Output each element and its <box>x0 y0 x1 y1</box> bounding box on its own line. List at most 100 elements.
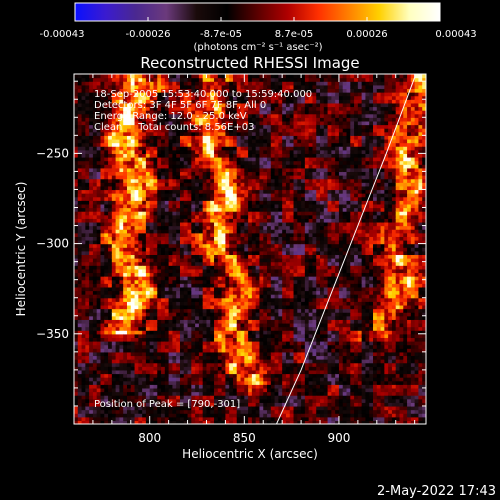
heatmap-cell <box>187 265 192 270</box>
heatmap-cell <box>142 308 147 313</box>
heatmap-cell <box>100 200 105 205</box>
heatmap-cell <box>126 308 132 313</box>
heatmap-cell <box>161 95 166 100</box>
heatmap-cell <box>85 110 90 115</box>
heatmap-cell <box>248 261 253 266</box>
heatmap-cell <box>81 308 86 313</box>
heatmap-cell <box>145 322 151 328</box>
heatmap-cell <box>77 211 83 216</box>
heatmap-cell <box>255 416 261 421</box>
heatmap-cell <box>187 178 192 183</box>
heatmap-cell <box>153 102 158 108</box>
heatmap-cell <box>172 330 177 335</box>
heatmap-cell <box>119 312 124 317</box>
heatmap-cell <box>191 232 196 237</box>
heatmap-cell <box>259 167 264 173</box>
heatmap-cell <box>202 301 208 306</box>
heatmap-cell <box>206 92 211 97</box>
heatmap-cell <box>176 387 181 393</box>
heatmap-cell <box>229 254 234 259</box>
heatmap-cell <box>244 330 249 335</box>
heatmap-cell <box>145 149 151 154</box>
heatmap-cell <box>77 203 83 209</box>
heatmap-cell <box>168 149 173 154</box>
heatmap-cell <box>145 283 151 288</box>
heatmap-cell <box>77 297 83 302</box>
heatmap-cell <box>134 178 139 183</box>
heatmap-cell <box>153 294 158 299</box>
heatmap-cell <box>244 77 249 82</box>
heatmap-cell <box>179 193 185 198</box>
heatmap-cell <box>191 413 196 418</box>
heatmap-cell <box>161 92 166 97</box>
heatmap-cell <box>263 294 268 299</box>
heatmap-cell <box>217 344 223 349</box>
heatmap-cell <box>74 88 79 93</box>
heatmap-cell <box>153 402 158 407</box>
heatmap-cell <box>255 294 261 299</box>
heatmap-cell <box>77 290 83 295</box>
heatmap-cell <box>221 193 226 198</box>
heatmap-cell <box>191 120 196 126</box>
heatmap-cell <box>168 268 173 274</box>
heatmap-cell <box>134 258 139 263</box>
heatmap-cell <box>195 308 200 313</box>
heatmap-cell <box>123 395 128 400</box>
heatmap-cell <box>255 102 261 108</box>
heatmap-cell <box>236 146 242 151</box>
heatmap-cell <box>138 351 143 357</box>
heatmap-cell <box>202 167 208 173</box>
heatmap-cell <box>145 286 151 292</box>
heatmap-cell <box>111 182 117 187</box>
heatmap-cell <box>111 236 117 241</box>
heatmap-cell <box>77 348 83 353</box>
heatmap-cell <box>164 308 170 313</box>
heatmap-cell <box>221 420 226 424</box>
heatmap-cell <box>134 297 139 302</box>
heatmap-cell <box>210 398 215 403</box>
heatmap-cell <box>164 156 170 162</box>
heatmap-cell <box>74 369 79 375</box>
heatmap-cell <box>164 359 170 364</box>
heatmap-cell <box>74 178 79 183</box>
heatmap-cell <box>134 254 139 259</box>
heatmap-cell <box>183 236 189 241</box>
heatmap-cell <box>251 193 257 198</box>
heatmap-cell <box>85 167 90 173</box>
heatmap-cell <box>77 308 83 313</box>
heatmap-cell <box>248 167 253 173</box>
heatmap-cell <box>74 185 79 191</box>
heatmap-cell <box>134 171 139 176</box>
heatmap-cell <box>183 77 189 82</box>
heatmap-cell <box>191 131 196 136</box>
heatmap-cell <box>89 322 94 328</box>
heatmap-cell <box>229 117 234 122</box>
heatmap-cell <box>149 196 155 201</box>
heatmap-cell <box>176 377 181 382</box>
heatmap-cell <box>248 74 253 79</box>
heatmap-cell <box>81 171 86 176</box>
heatmap-cell <box>244 146 249 151</box>
heatmap-cell <box>92 236 98 241</box>
heatmap-cell <box>221 405 226 411</box>
heatmap-cell <box>263 218 268 223</box>
heatmap-cell <box>104 250 109 256</box>
heatmap-cell <box>92 193 98 198</box>
heatmap-cell <box>225 301 230 306</box>
heatmap-cell <box>198 387 204 393</box>
heatmap-cell <box>111 308 117 313</box>
heatmap-cell <box>108 185 113 191</box>
heatmap-cell <box>217 265 223 270</box>
heatmap-cell <box>96 315 102 320</box>
heatmap-cell <box>191 193 196 198</box>
heatmap-cell <box>164 286 170 292</box>
heatmap-cell <box>123 355 128 360</box>
heatmap-cell <box>138 196 143 201</box>
heatmap-cell <box>123 322 128 328</box>
heatmap-cell <box>198 384 204 389</box>
heatmap-cell <box>126 326 132 331</box>
heatmap-cell <box>229 232 234 237</box>
heatmap-cell <box>176 99 181 104</box>
heatmap-cell <box>74 221 79 227</box>
heatmap-cell <box>176 221 181 227</box>
